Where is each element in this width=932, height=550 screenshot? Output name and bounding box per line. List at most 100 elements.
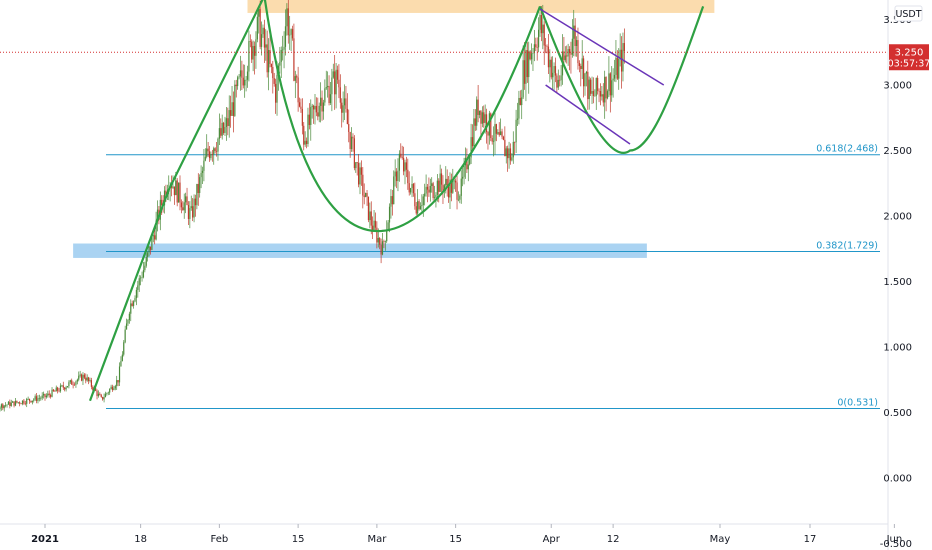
candle-body-59 <box>42 393 45 396</box>
candle-body-408 <box>533 44 535 54</box>
candle-body-439 <box>577 40 579 64</box>
candle-body-385 <box>501 131 503 137</box>
channel-bottom-line[interactable] <box>545 84 631 145</box>
candle-body-341 <box>439 173 441 192</box>
candle-body-364 <box>471 137 474 147</box>
drawings-layer[interactable] <box>88 0 705 402</box>
candle-body-336 <box>432 183 434 198</box>
candle-body-416 <box>545 45 547 47</box>
candle-body-395 <box>515 119 517 143</box>
channel-top-line[interactable] <box>539 8 665 86</box>
candle-body-441 <box>580 65 582 69</box>
candle-body-137 <box>152 235 154 237</box>
candle-body-113 <box>118 366 121 383</box>
candle-body-184 <box>218 128 220 139</box>
candle-body-300 <box>381 241 384 255</box>
candle-body-284 <box>359 167 361 185</box>
candle-body-447 <box>588 79 590 100</box>
candle-body-87 <box>82 374 84 381</box>
candle-body-179 <box>211 154 213 155</box>
candle-body-316 <box>404 162 406 172</box>
candle-body-267 <box>335 69 337 95</box>
candle-body-129 <box>141 277 143 278</box>
candle-body-60 <box>44 393 46 398</box>
candle-body-132 <box>145 257 147 266</box>
candle-body-472 <box>623 43 625 52</box>
cup-left-curve[interactable] <box>88 0 264 402</box>
candle-body-256 <box>320 97 322 106</box>
candle-body-162 <box>187 205 190 219</box>
candle-body-260 <box>325 87 327 89</box>
candle-body-275 <box>346 108 348 125</box>
candle-body-143 <box>161 199 163 206</box>
candle-body-82 <box>75 381 77 385</box>
candle-body-286 <box>362 174 364 196</box>
candle-countdown: 03:57:37 <box>888 58 931 69</box>
fib-retracement[interactable]: 0(0.531)0.382(1.729)0.618(2.468)1(3.666)… <box>106 0 880 409</box>
candle-body-180 <box>213 148 215 155</box>
candle-body-394 <box>514 141 516 143</box>
candle-body-91 <box>87 377 90 382</box>
currency-badge[interactable] <box>894 5 923 22</box>
candle-body-280 <box>353 138 355 169</box>
candle-body-115 <box>121 354 123 362</box>
candle-body-372 <box>483 112 485 123</box>
candle-body-407 <box>532 53 534 54</box>
candle-body-238 <box>294 76 296 81</box>
candle-body-427 <box>560 75 562 81</box>
candle-body-81 <box>73 384 76 386</box>
candle-body-271 <box>341 102 343 113</box>
candle-body-375 <box>487 132 489 136</box>
handle-cup-curve[interactable] <box>538 6 705 154</box>
candle-body-101 <box>102 396 104 400</box>
candle-body-462 <box>609 73 611 96</box>
candle-body-198 <box>238 76 240 78</box>
candle-body-187 <box>222 122 225 133</box>
candle-body-350 <box>452 180 454 193</box>
price-tick-6: 2.500 <box>883 146 912 157</box>
candle-body-461 <box>608 73 610 92</box>
candle-body-384 <box>500 131 502 136</box>
candle-body-292 <box>370 211 372 226</box>
candle-body-176 <box>207 148 209 152</box>
price-tick-1: 0.000 <box>883 474 912 485</box>
candle-body-152 <box>173 186 175 196</box>
candle-body-48 <box>27 398 29 400</box>
candle-body-305 <box>388 206 391 223</box>
candle-body-215 <box>262 27 264 35</box>
candle-body-46 <box>24 403 26 405</box>
candle-body-175 <box>206 148 208 157</box>
candle-body-435 <box>571 38 573 55</box>
price-axis[interactable]: -0.500 0.000 0.500 1.000 1.500 2.000 2.500 3.00… <box>880 0 912 550</box>
zone-resistance-orange[interactable] <box>247 0 715 13</box>
candle-body-128 <box>140 277 142 279</box>
candle-body-125 <box>135 289 138 299</box>
candle-body-201 <box>242 77 244 86</box>
currency-label: USDT <box>895 9 921 20</box>
candle-body-108 <box>111 386 114 390</box>
candle-body-452 <box>595 77 597 96</box>
candle-body-202 <box>244 79 246 86</box>
time-axis[interactable]: 2021 18 Feb 15 Mar 15 Apr 12 May 17 Jun <box>31 524 902 545</box>
zone-support-blue[interactable] <box>73 243 647 258</box>
candle-body-421 <box>552 72 554 78</box>
candle-body-243 <box>301 108 303 126</box>
candle-body-415 <box>543 24 545 46</box>
candle-body-234 <box>289 34 291 36</box>
candle-body-42 <box>19 402 21 404</box>
cup-bowl-curve[interactable] <box>263 0 542 233</box>
candle-body-109 <box>113 388 115 390</box>
candle-body-332 <box>426 186 429 190</box>
candle-body-302 <box>384 241 386 242</box>
candle-body-451 <box>594 95 596 97</box>
candle-body-66 <box>52 389 55 392</box>
candle-body-344 <box>443 185 445 192</box>
candle-body-32 <box>5 405 7 406</box>
candle-body-353 <box>456 182 458 200</box>
candle-body-138 <box>154 235 156 240</box>
candle-body-365 <box>473 118 475 147</box>
candle-body-112 <box>117 380 119 383</box>
candle-body-219 <box>267 50 270 73</box>
candle-body-392 <box>511 157 513 161</box>
